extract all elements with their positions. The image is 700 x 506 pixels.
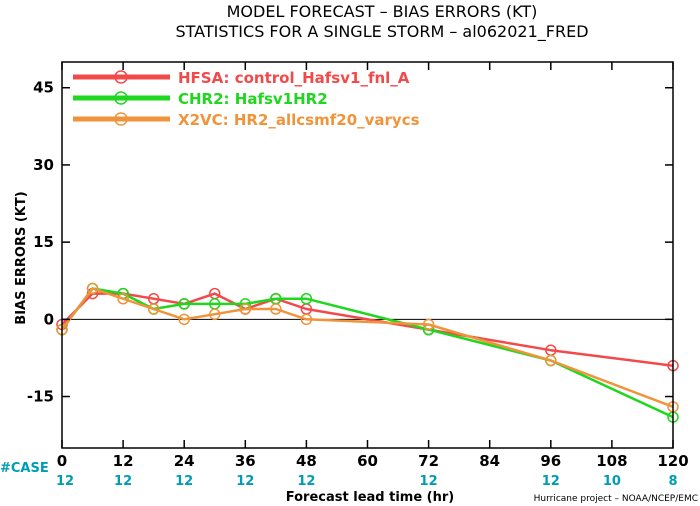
data-point: [86, 282, 99, 295]
y-tick-label: 15: [33, 233, 54, 251]
x-tick-label: 60: [357, 452, 378, 470]
case-count: 12: [542, 474, 560, 489]
data-point: [300, 292, 313, 305]
credit-text: Hurricane project – NOAA/NCEP/EMC: [534, 494, 698, 504]
y-tick-label: -15: [27, 388, 54, 406]
data-point: [117, 292, 129, 305]
legend-marker: [114, 112, 128, 126]
x-tick-label: 24: [174, 452, 195, 470]
data-point: [270, 303, 282, 315]
case-count: 12: [56, 474, 74, 489]
data-point: [300, 313, 313, 326]
legend-marker: [114, 91, 128, 105]
data-point: [545, 354, 557, 367]
x-tick-label: 0: [57, 452, 67, 470]
y-axis: -15 0 15 30 45: [27, 79, 673, 406]
chart-subtitle: STATISTICS FOR A SINGLE STORM – al062021…: [175, 22, 588, 42]
data-point: [178, 313, 190, 326]
y-tick-label: 0: [44, 310, 54, 328]
legend: HFSA: control_Hafsv1_fnl_A CHR2: Hafsv1HR…: [73, 69, 420, 129]
legend-label: HFSA: control_Hafsv1_fnl_A: [178, 69, 410, 87]
case-count: 12: [420, 474, 438, 489]
chart-title: MODEL FORECAST – BIAS ERRORS (KT): [227, 2, 538, 21]
case-count: 10: [603, 474, 621, 489]
series-line-2: [60, 287, 674, 408]
data-point: [178, 298, 190, 310]
data-point: [422, 318, 435, 331]
data-point: [209, 308, 221, 320]
case-count: 12: [114, 474, 132, 489]
case-count: 12: [297, 474, 315, 489]
x-tick-label: 36: [235, 452, 256, 470]
x-axis-label: Forecast lead time (hr): [286, 490, 454, 505]
x-tick-label: 120: [657, 452, 688, 470]
x-tick-label: 96: [540, 452, 561, 470]
legend-label: X2VC: HR2_allcsmf20_varycs: [178, 111, 420, 129]
x-tick-label: 84: [479, 452, 500, 470]
y-axis-label: BIAS ERRORS (KT): [14, 191, 29, 324]
series-layer: [56, 282, 679, 423]
legend-label: CHR2: Hafsv1HR2: [178, 90, 328, 108]
case-label: #CASE: [0, 461, 49, 476]
x-axis: 0 12 24 36 48 60 72 84 96 108 120: [57, 62, 689, 470]
data-point: [147, 303, 160, 315]
y-tick-label: 45: [33, 79, 54, 97]
x-tick-label: 48: [296, 452, 317, 470]
data-point: [239, 303, 252, 315]
x-tick-label: 72: [418, 452, 439, 470]
case-count: 8: [668, 474, 677, 489]
legend-marker: [114, 70, 128, 84]
case-count: 12: [236, 474, 254, 489]
y-tick-label: 30: [33, 156, 54, 174]
x-tick-label: 12: [113, 452, 134, 470]
x-tick-label: 108: [596, 452, 627, 470]
case-count: 12: [175, 474, 193, 489]
case-count-row: #CASE 12 12 12 12 12 12 12 10 8: [0, 461, 678, 489]
